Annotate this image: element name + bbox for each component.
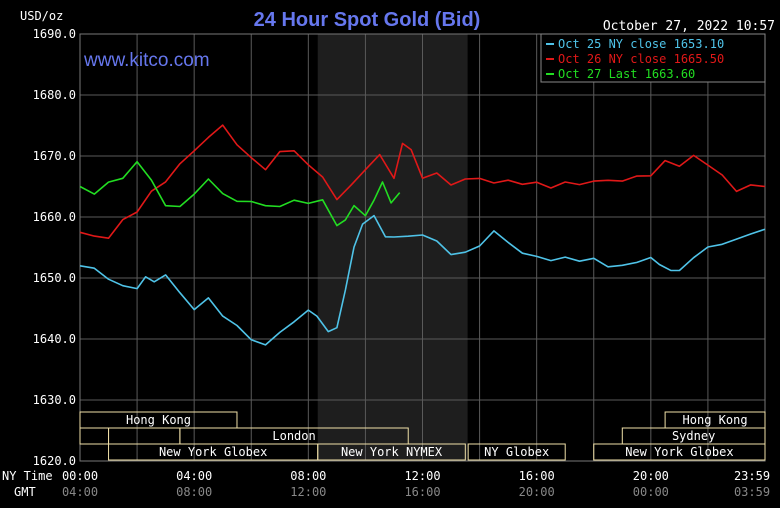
y-tick-label: 1630.0 [33,393,76,407]
x-tick-label-gmt: 20:00 [519,485,555,499]
session-label: Hong Kong [126,413,191,427]
y-axis-label: USD/oz [20,9,63,23]
session-label: London [272,429,315,443]
y-tick-label: 1640.0 [33,332,76,346]
series-line-3 [79,160,401,227]
session-label: Hong Kong [683,413,748,427]
x-tick-label-gmt: 00:00 [633,485,669,499]
x-tick-label-ny: 04:00 [176,469,212,483]
session-box [317,443,466,461]
chart-title: 24 Hour Spot Gold (Bid) [254,9,481,31]
y-tick-label: 1650.0 [33,271,76,285]
legend-entry: Oct 26 NY close 1665.50 [558,52,724,66]
y-tick-label: 1670.0 [33,149,76,163]
x-tick-label-gmt: 08:00 [176,485,212,499]
gmt-label: GMT [14,485,36,499]
x-tick-label-ny: 23:59 [734,469,770,483]
session-label: New York NYMEX [341,445,443,459]
session-box [593,443,766,461]
series-line-1 [79,214,766,346]
timestamp: October 27, 2022 10:57 [603,19,775,34]
x-tick-label-ny: 00:00 [62,469,98,483]
watermark-text: www.kitco.com [83,50,210,71]
series-line-2 [79,124,766,239]
session-label: NY Globex [484,445,549,459]
legend-entry: Oct 25 NY close 1653.10 [558,37,724,51]
session-label: Sydney [672,429,715,443]
x-tick-label-gmt: 16:00 [404,485,440,499]
y-tick-label: 1690.0 [33,27,76,41]
ny-time-label: NY Time [2,469,53,483]
nymex-shaded-region [317,34,468,461]
y-tick-label: 1660.0 [33,210,76,224]
legend-entry: Oct 27 Last 1663.60 [558,67,695,81]
x-tick-label-gmt: 04:00 [62,485,98,499]
session-label: New York Globex [159,445,267,459]
plot-frame [79,33,766,462]
legend-box [540,33,766,83]
x-tick-label-ny: 12:00 [404,469,440,483]
y-tick-label: 1680.0 [33,88,76,102]
y-tick-label: 1620.0 [33,454,76,468]
session-label: New York Globex [625,445,733,459]
x-tick-label-ny: 20:00 [633,469,669,483]
session-box [467,443,566,461]
x-tick-label-ny: 08:00 [290,469,326,483]
x-tick-label-gmt: 12:00 [290,485,326,499]
x-tick-label-ny: 16:00 [519,469,555,483]
x-tick-label-gmt: 03:59 [734,485,770,499]
